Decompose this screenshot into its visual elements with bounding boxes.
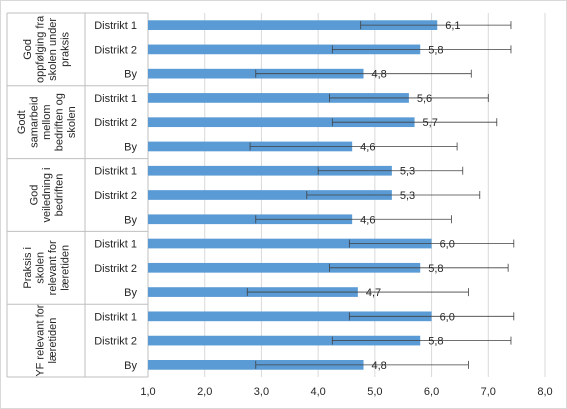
x-tick-label: 1,0 — [140, 386, 155, 398]
group-label-line: bedriften og — [54, 93, 66, 151]
x-tick-label: 3,0 — [254, 386, 269, 398]
group-label-line: samarbeid — [29, 97, 41, 148]
x-tick-label: 5,0 — [367, 386, 382, 398]
data-label: 5,3 — [400, 190, 415, 202]
group-label-line: oppfølging fra — [35, 15, 47, 83]
group-label-line: mellom — [41, 104, 53, 139]
category-label: Distrikt 1 — [94, 166, 137, 178]
group-label-line: skolen under — [47, 18, 59, 81]
group-label-line: læretiden — [60, 245, 72, 291]
group-label: Godoppfølging fraskolen underpraksis — [22, 15, 72, 83]
x-tick-label: 4,0 — [310, 386, 325, 398]
data-label: 5,6 — [417, 93, 432, 105]
group-label-line: relevant for — [47, 240, 59, 295]
group-label-line: Praksis i — [22, 247, 34, 289]
bar — [148, 214, 353, 225]
group-label: Godveiledning ibedriften — [29, 167, 66, 222]
bar — [148, 335, 421, 346]
category-label: Distrikt 2 — [94, 336, 137, 348]
category-label: Distrikt 1 — [94, 20, 137, 32]
data-label: 5,8 — [428, 263, 443, 275]
data-label: 4,6 — [360, 214, 375, 226]
group-labels: Godoppfølging fraskolen underpraksisGodt… — [16, 15, 78, 377]
x-tick-label: 7,0 — [481, 386, 496, 398]
bar — [148, 44, 421, 55]
data-label: 6,0 — [440, 239, 455, 251]
group-label-line: Godt — [16, 110, 28, 134]
category-label: By — [124, 287, 137, 299]
data-label: 5,8 — [428, 44, 443, 56]
data-label: 5,7 — [423, 117, 438, 129]
category-label: Distrikt 1 — [94, 239, 137, 251]
data-label: 5,3 — [400, 166, 415, 178]
group-label-line: skolen — [66, 106, 78, 138]
category-label: Distrikt 2 — [94, 263, 137, 275]
data-label: 4,8 — [372, 69, 387, 81]
data-label: 4,6 — [360, 141, 375, 153]
group-label-line: praksis — [60, 31, 72, 66]
group-label-line: læretiden — [47, 318, 59, 364]
bar — [148, 311, 432, 322]
bar — [148, 165, 392, 176]
x-tick-label: 6,0 — [424, 386, 439, 398]
bar — [148, 262, 421, 273]
category-label: Distrikt 2 — [94, 44, 137, 56]
data-label: 4,7 — [366, 287, 381, 299]
category-label: By — [124, 360, 137, 372]
bar — [148, 117, 415, 128]
data-label: 5,8 — [428, 336, 443, 348]
category-label: Distrikt 1 — [94, 93, 137, 105]
bar — [148, 93, 409, 103]
category-labels: Distrikt 1 Distrikt 2 By Distrikt 1 Distrikt… — [94, 20, 137, 372]
group-label-line: veiledning i — [41, 167, 53, 222]
bar — [148, 238, 432, 249]
data-label: 6,1 — [445, 20, 460, 32]
category-label: By — [124, 141, 137, 153]
group-label-line: God — [22, 39, 34, 60]
data-labels: 6,15,84,85,65,74,65,35,34,66,05,84,76,05… — [360, 20, 460, 372]
x-axis-tick-labels: 1,0 2,0 3,0 4,0 5,0 6,0 7,0 8,0 — [140, 386, 552, 398]
data-label: 4,8 — [372, 360, 387, 372]
group-label: Godtsamarbeidmellombedriften ogskolen — [16, 93, 78, 151]
category-label: Distrikt 2 — [94, 117, 137, 129]
group-label: Praksis iskolenrelevant forlæretiden — [22, 240, 71, 295]
group-label: YF relevant forlæretiden — [35, 304, 60, 376]
x-tick-label: 8,0 — [537, 386, 552, 398]
group-label-line: bedriften — [54, 174, 66, 217]
error-bars — [246, 21, 515, 369]
category-label: Distrikt 1 — [94, 311, 137, 323]
group-label-line: God — [29, 185, 41, 206]
category-label: By — [124, 69, 137, 81]
data-label: 6,0 — [440, 311, 455, 323]
x-tick-label: 2,0 — [197, 386, 212, 398]
group-label-line: YF relevant for — [35, 304, 47, 376]
group-label-line: skolen — [35, 252, 47, 284]
bar — [148, 190, 392, 200]
bar — [148, 20, 438, 30]
category-label: By — [124, 214, 137, 226]
category-label: Distrikt 2 — [94, 190, 137, 202]
